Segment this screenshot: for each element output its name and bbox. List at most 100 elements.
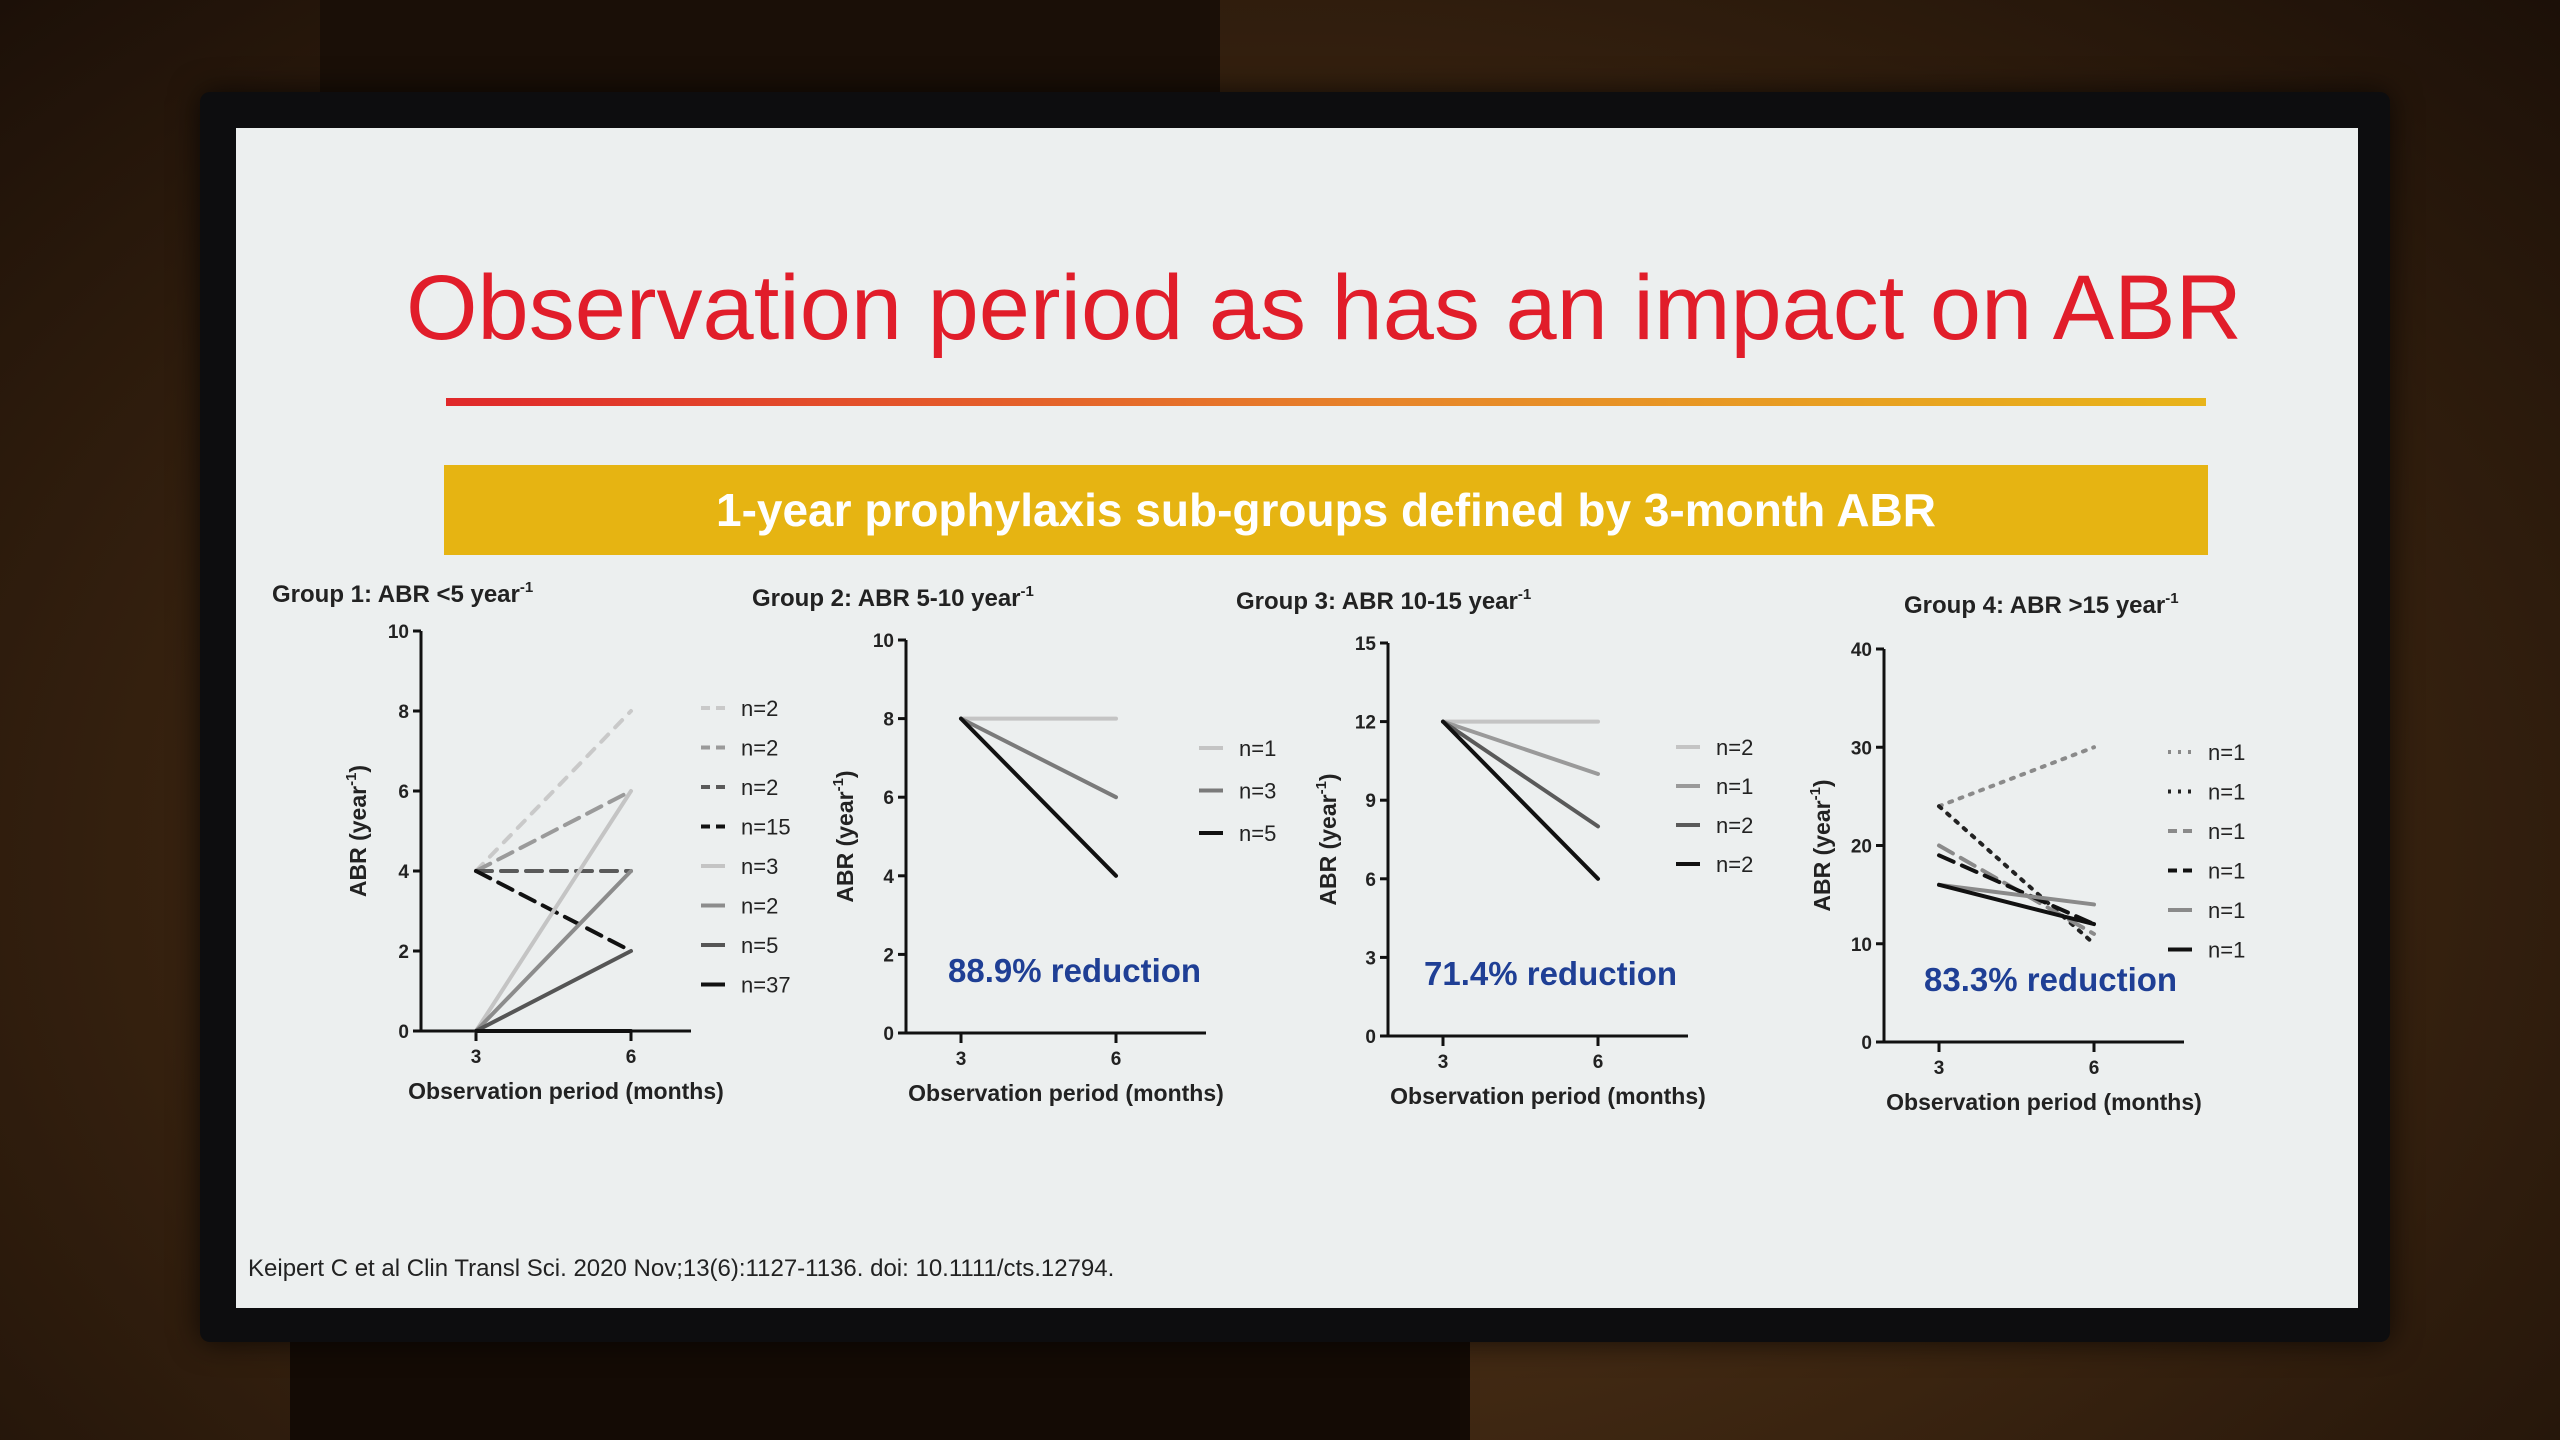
y-tick-label: 15 [1355,634,1377,655]
y-tick-label: 8 [883,710,894,731]
y-axis-title: ABR (year-1) [1807,779,1835,911]
legend-label: n=5 [741,933,778,958]
y-tick-label: 2 [398,942,409,963]
series-line [1441,719,1600,881]
y-axis-title: ABR (year-1) [1313,773,1341,905]
y-tick-label: 2 [883,945,894,966]
presentation-slide: Observation period as has an impact on A… [236,128,2358,1308]
y-axis-title-close: ) [345,765,371,773]
series-line [1937,745,2096,809]
y-tick-label: 9 [1365,791,1376,812]
series-line [474,789,633,873]
chart-title-superscript: -1 [520,579,533,596]
y-tick-label: 30 [1851,738,1872,759]
y-tick-label: 10 [388,622,409,643]
y-axis-title-text: ABR (year [1809,800,1835,911]
y-tick-label: 12 [1355,713,1376,734]
y-axis-title-close: ) [1315,773,1341,781]
subgroup-banner: 1-year prophylaxis sub-groups defined by… [444,465,2208,555]
chart-title-superscript: -1 [1518,586,1531,603]
series-line [959,716,1118,878]
legend-label: n=1 [2208,819,2245,844]
monitor-stand-bottom [290,1330,1470,1440]
y-axis-title-text: ABR (year [1315,794,1341,905]
y-axis-title-superscript: -1 [830,778,847,791]
legend-label: n=2 [1716,813,1753,838]
monitor-stand-top [320,0,1220,110]
y-tick-label: 0 [398,1022,409,1043]
chart-title-superscript: -1 [2165,590,2178,607]
series-line [474,709,633,873]
y-axis-title-text: ABR (year [832,791,858,902]
legend-label: n=5 [1239,821,1276,846]
y-tick-label: 0 [1861,1033,1872,1054]
legend-label: n=2 [741,736,778,761]
y-tick-label: 6 [398,782,409,803]
series-line [474,869,633,1033]
chart-title-text: Group 2: ABR 5-10 year [752,585,1021,612]
y-tick-label: 3 [1365,948,1376,969]
x-tick-label: 6 [626,1047,637,1068]
legend-label: n=3 [741,854,778,879]
x-axis-title: Observation period (months) [1886,1089,2202,1115]
y-axis-title-close: ) [832,770,858,778]
x-tick-label: 6 [2089,1058,2100,1079]
y-tick-label: 10 [873,631,894,652]
y-tick-label: 6 [1365,870,1376,891]
chart-title: Group 1: ABR <5 year-1 [272,579,533,608]
y-tick-label: 20 [1851,837,1872,858]
x-axis-title: Observation period (months) [1390,1083,1706,1109]
y-tick-label: 8 [398,702,409,723]
chart-title: Group 4: ABR >15 year-1 [1904,590,2179,619]
y-tick-label: 10 [1851,935,1872,956]
y-tick-label: 4 [883,867,894,888]
banner-text: 1-year prophylaxis sub-groups defined by… [715,484,1936,536]
legend-label: n=1 [1716,774,1753,799]
y-axis-title-text: ABR (year [345,786,371,897]
chart-title: Group 2: ABR 5-10 year-1 [752,583,1034,612]
y-tick-label: 40 [1851,640,1872,661]
chart-title-text: Group 4: ABR >15 year [1904,592,2165,619]
y-axis-title: ABR (year-1) [830,770,858,902]
legend-label: n=2 [741,696,778,721]
series-line [474,949,633,1033]
legend-label: n=1 [2208,938,2245,963]
x-axis-title: Observation period (months) [908,1080,1224,1106]
series-line [1937,882,2096,907]
y-tick-label: 0 [1365,1027,1376,1048]
y-axis-title-close: ) [1809,779,1835,787]
y-axis-title: ABR (year-1) [343,765,371,897]
series-line [1441,719,1600,829]
x-tick-label: 3 [956,1049,967,1070]
legend-label: n=3 [1239,779,1276,804]
chart-title: Group 3: ABR 10-15 year-1 [1236,586,1531,615]
slide-title: Observation period as has an impact on A… [406,257,2242,359]
y-axis-title-superscript: -1 [1807,787,1824,800]
series-line [474,789,633,1033]
legend-label: n=2 [741,894,778,919]
legend-label: n=1 [2208,859,2245,884]
y-tick-label: 6 [883,788,894,809]
legend-label: n=1 [1239,736,1276,761]
series-line [1937,853,2096,927]
chart-title-text: Group 3: ABR 10-15 year [1236,588,1518,615]
series-line [1441,719,1600,776]
x-tick-label: 3 [1934,1058,1945,1079]
legend-label: n=1 [2208,780,2245,805]
y-tick-label: 0 [883,1024,894,1045]
x-axis-title: Observation period (months) [408,1078,724,1104]
x-tick-label: 3 [1438,1052,1449,1073]
reduction-label: 88.9% reduction [948,952,1201,989]
citation: Keipert C et al Clin Transl Sci. 2020 No… [248,1255,1115,1282]
series-line [959,716,1118,800]
legend-label: n=1 [2208,740,2245,765]
chart-title-superscript: -1 [1021,583,1034,600]
legend-label: n=2 [1716,852,1753,877]
chart-title-text: Group 1: ABR <5 year [272,581,520,608]
y-axis-title-superscript: -1 [1313,781,1330,794]
